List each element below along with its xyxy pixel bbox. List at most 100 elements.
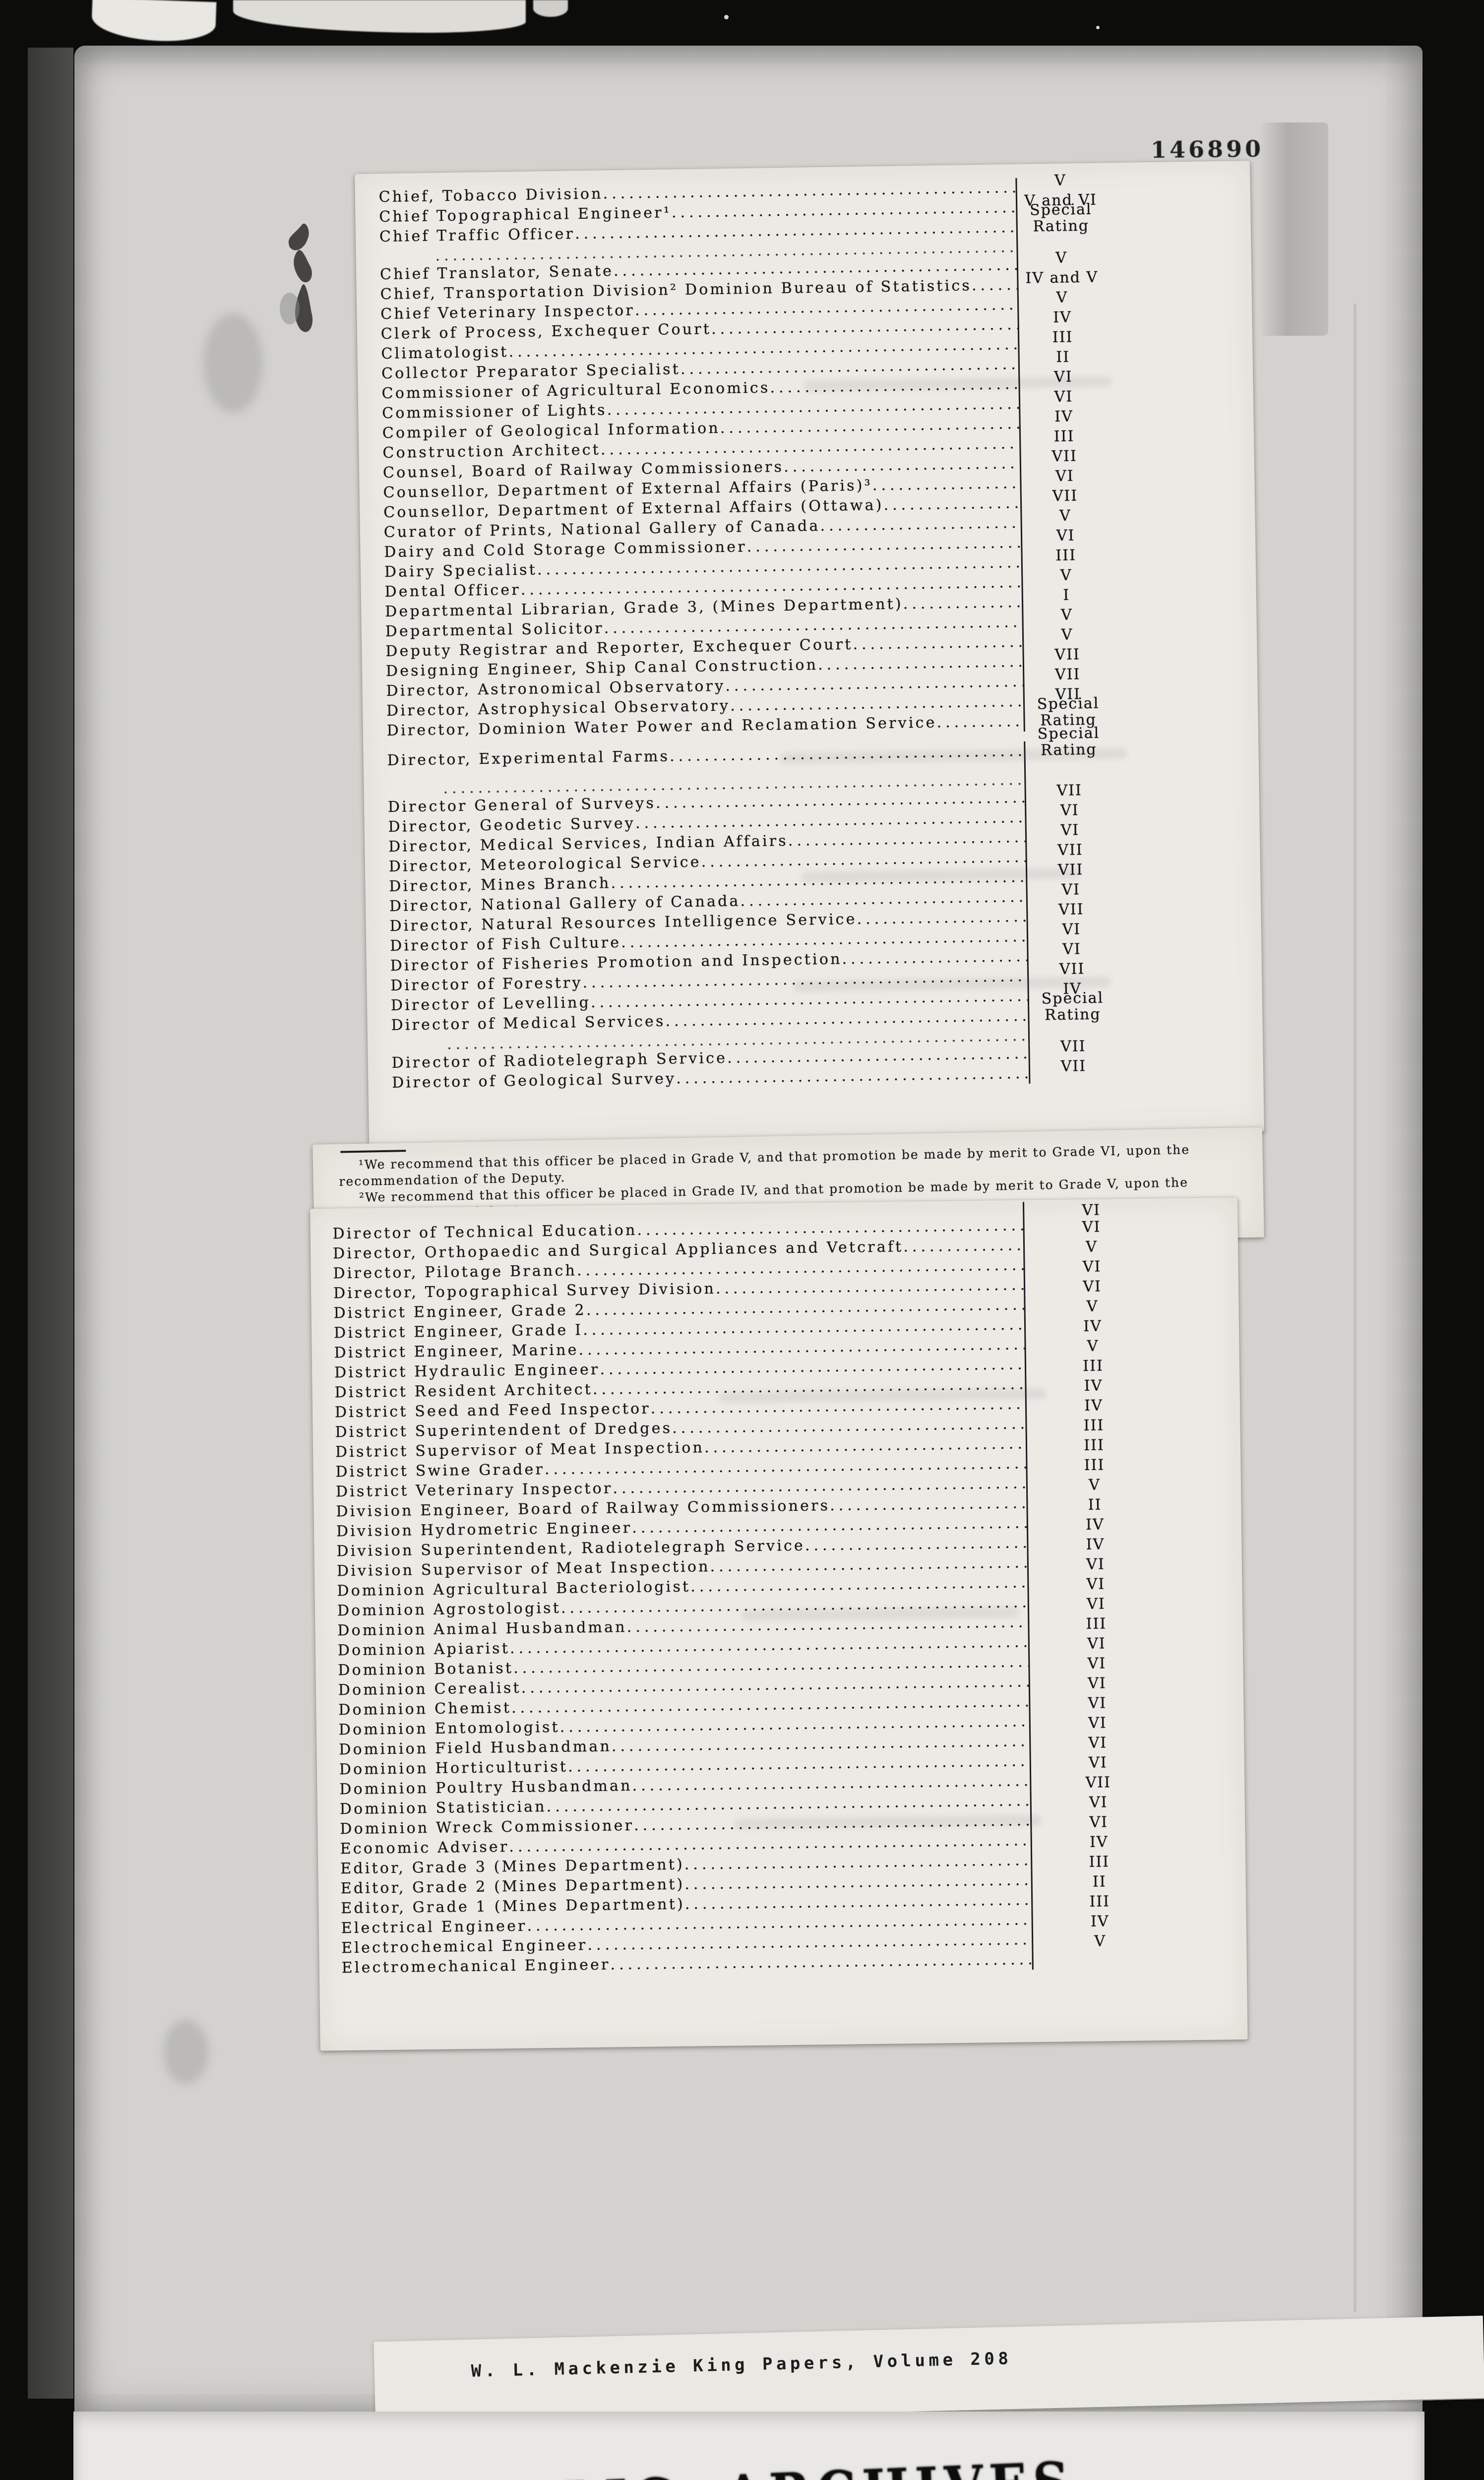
rating-cell: VI — [1027, 1571, 1163, 1593]
grade-rating: II — [1056, 348, 1070, 366]
position-title: Dominion Agrostologist — [337, 1599, 561, 1620]
position-title: Chief, Tobacco Division — [378, 185, 603, 206]
rating-cell: III — [1030, 1849, 1167, 1871]
grade-rating: VII — [1060, 1038, 1086, 1055]
rating-cell: V — [1026, 1472, 1162, 1494]
grade-rating: VII — [1060, 1057, 1087, 1075]
position-title: Director of Levelling — [390, 993, 591, 1014]
torn-paper-fragment — [533, 0, 568, 17]
rating-cell: Special Rating — [1028, 989, 1116, 1026]
grade-rating: V — [1061, 626, 1073, 644]
position-title: Director, Experimental Farms — [387, 747, 670, 769]
grade-rating: Special Rating — [1037, 694, 1100, 730]
page-crease — [1353, 304, 1357, 2312]
grade-rating: VII — [1052, 487, 1078, 505]
grade-rating: I — [1063, 586, 1070, 604]
position-title: Dominion Field Husbandman — [339, 1737, 612, 1759]
grade-rating: V — [1054, 172, 1067, 189]
rating-cell: VI — [1029, 1730, 1165, 1752]
rating-cell: IV — [1026, 1511, 1163, 1534]
rating-cell: V — [1031, 1928, 1168, 1950]
rating-cell: VI — [1028, 1630, 1164, 1653]
position-title: Chief Translator, Senate — [379, 262, 614, 283]
rating-cell: IV — [1030, 1829, 1166, 1851]
grade-rating: VI — [1055, 467, 1074, 485]
position-title: Dominion Statistician — [339, 1798, 547, 1818]
rating-cell: VI — [1022, 1200, 1159, 1219]
grade-rating: VI — [1060, 802, 1079, 819]
stamp-card: PUBLIC ARCHIVES ARCHIVES PUBLIQUES CANAD… — [73, 2412, 1424, 2480]
grade-rating: V — [1060, 606, 1073, 624]
rating-cell: III — [1025, 1412, 1161, 1434]
rating-cell — [1032, 1948, 1168, 1970]
grade-rating: IV — [1053, 309, 1072, 326]
rating-cell: VI — [1030, 1789, 1166, 1811]
dust-speck — [724, 15, 729, 19]
position-title: Director of Fish Culture — [389, 933, 621, 955]
rating-cell: III — [1028, 1611, 1164, 1633]
grade-rating: VII — [1057, 861, 1084, 879]
rating-cell: VII — [1028, 1057, 1117, 1084]
grade-rating: V — [1056, 289, 1068, 307]
position-title: Dominion Entomologist — [338, 1718, 560, 1739]
position-title: Electrochemical Engineer — [341, 1936, 588, 1957]
position-title: District Engineer, Marine — [334, 1341, 579, 1362]
rating-cell: III — [1026, 1452, 1162, 1474]
rating-cell: VI — [1028, 1670, 1165, 1692]
grade-rating: IV and V — [1025, 268, 1099, 287]
grade-rating: VII — [1051, 447, 1078, 465]
grade-rating: III — [1053, 428, 1075, 445]
grade-rating: IV — [1054, 408, 1074, 426]
rating-cell: VII — [1030, 1769, 1166, 1792]
rating-cell: III — [1031, 1888, 1167, 1911]
rating-cell: IV — [1031, 1908, 1167, 1930]
position-title: Electrical Engineer — [341, 1917, 527, 1937]
page-smudge — [203, 313, 263, 413]
position-title: Director of Forestry — [390, 974, 583, 994]
position-title: Chief Traffic Officer — [379, 225, 575, 246]
dotted-leader — [670, 742, 1024, 769]
page-shadow — [1259, 123, 1328, 336]
rating-cell: VI — [1028, 1650, 1164, 1673]
grade-rating: V — [1060, 566, 1072, 584]
dust-speck — [1096, 26, 1100, 29]
grade-rating: V — [1059, 507, 1072, 525]
grade-rating: VI — [1054, 388, 1073, 406]
position-title: Director, Mines Branch — [389, 874, 611, 895]
rating-cell: III — [1024, 1353, 1161, 1375]
grade-rating: VII — [1057, 841, 1083, 859]
grade-rating: VII — [1054, 666, 1081, 683]
rating-cell: VI — [1029, 1690, 1165, 1712]
position-title: Construction Architect — [382, 441, 601, 462]
grade-rating: VII — [1058, 901, 1084, 919]
photostat-strip-1: Chief, Tobacco DivisionVChief Topographi… — [355, 160, 1264, 1145]
rating-cell: VI — [1029, 1710, 1165, 1732]
rating-cell: VI — [1023, 1214, 1159, 1236]
rating-cell: IV — [1024, 1313, 1160, 1335]
rating-cell: V — [1024, 1333, 1160, 1355]
position-title: District Veterinary Inspector — [335, 1480, 613, 1501]
position-title: Director, Pilotage Branch — [333, 1262, 577, 1283]
grade-rating: Special Rating — [1029, 200, 1092, 236]
rating-cell: VI — [1027, 1591, 1164, 1613]
rating-cell: Special Rating — [1024, 725, 1113, 770]
torn-paper-fragment — [233, 0, 526, 33]
grade-rating: Special Rating — [1037, 724, 1100, 759]
position-title: District Swine Grader — [335, 1461, 545, 1481]
grade-rating: V — [1055, 249, 1068, 267]
position-title: Climatologist — [381, 343, 509, 363]
ink-blot — [280, 223, 313, 332]
position-title: District Resident Architect — [334, 1380, 593, 1402]
grade-rating: III — [1052, 328, 1073, 346]
rating-cell: V — [1023, 1234, 1159, 1256]
dotted-leader — [610, 1950, 1032, 1977]
rating-cell: VI — [1023, 1253, 1159, 1276]
grade-rating: VI — [1060, 821, 1080, 839]
position-title: District Hydraulic Engineer — [334, 1361, 600, 1382]
rating-cell: Special Rating — [1016, 201, 1105, 238]
position-title: Dental Officer — [384, 581, 521, 601]
rating-cell: III — [1025, 1432, 1162, 1454]
page-smudge — [164, 2020, 208, 2084]
position-title: Dominion Horticulturist — [339, 1758, 568, 1779]
